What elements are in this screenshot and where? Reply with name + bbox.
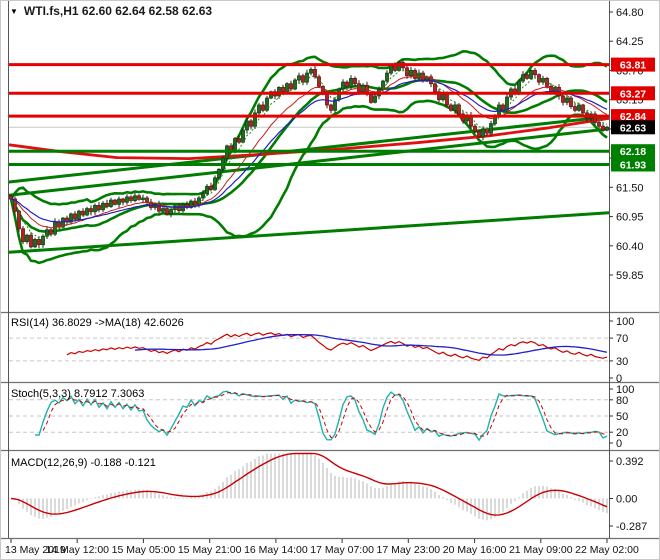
price-badge-62.84 (611, 109, 655, 124)
time-tick-label: 14 May 12:00 (45, 544, 109, 556)
price-badge-label: 62.84 (620, 111, 646, 123)
time-tick-label: 21 May 09:00 (509, 544, 573, 556)
price-tick-label: 60.40 (616, 241, 644, 253)
price-badge-label: 61.93 (620, 160, 646, 172)
price-badge-62.18 (611, 144, 655, 159)
time-tick-label: 15 May 21:00 (178, 544, 242, 556)
rsi-tick-label: 70 (616, 333, 628, 345)
rsi-tick-label: 0 (616, 373, 622, 385)
stoch-tick-label: 0 (616, 438, 622, 450)
price-badge-61.93 (611, 157, 655, 172)
macd-tick-label: -0.287 (616, 521, 647, 533)
symbol-dropdown-icon[interactable]: ▼ (10, 6, 18, 16)
price-tick-label: 60.95 (616, 212, 644, 224)
support-resistance-levels (9, 63, 609, 166)
time-axis (10, 539, 608, 543)
price-tick-label: 64.25 (616, 36, 644, 48)
fast-ma-overlays (10, 69, 608, 239)
price-badge-63.81 (611, 57, 655, 72)
ema-fast-green-dotted (10, 69, 608, 239)
chart-title-bar: ▼ WTI.fs,H1 62.60 62.64 62.58 62.63 (10, 4, 212, 18)
chart-title-text: WTI.fs,H1 62.60 62.64 62.58 62.63 (23, 4, 213, 18)
time-tick-label: 22 May 02:00 (575, 544, 639, 556)
ema-slow-blue (10, 79, 608, 223)
price-badge-label: 62.18 (620, 146, 646, 158)
macd-signal-line (10, 452, 608, 516)
price-badge-63.27 (611, 86, 655, 101)
stoch-d-line (42, 391, 608, 439)
rsi-pane (9, 332, 609, 362)
price-badge-label: 62.63 (620, 122, 646, 134)
stochastic-pane (9, 390, 609, 442)
pane-borders (1, 1, 659, 540)
bollinger-upper-band (9, 50, 608, 206)
time-tick-label: 17 May 23:00 (377, 544, 441, 556)
price-badge-label: 63.27 (620, 88, 646, 100)
macd-tick-label: 0.00 (616, 494, 637, 506)
trendline-1 (9, 211, 609, 254)
trendline-3 (9, 127, 609, 197)
time-tick-label: 15 May 05:00 (112, 544, 176, 556)
rsi-tick-label: 30 (616, 356, 628, 368)
stoch-tick-label: 20 (616, 427, 628, 439)
rsi-line (66, 332, 608, 361)
ema-mid-red (10, 75, 608, 229)
stoch-tick-label: 100 (616, 384, 634, 396)
rsi-tick-label: 100 (616, 316, 634, 328)
price-badge-label: 63.81 (620, 60, 646, 72)
price-badge-62.63 (611, 120, 655, 135)
stoch-tick-label: 50 (616, 411, 628, 423)
price-tick-label: 59.85 (616, 270, 644, 282)
time-tick-label: 17 May 07:00 (310, 544, 374, 556)
rsi-ma-line (134, 334, 608, 356)
macd-pane (10, 452, 608, 521)
time-tick-label: 13 May 2019 (5, 544, 66, 556)
price-badges: 63.81 63.27 62.84 62.18 61.93 62.63 (611, 57, 655, 172)
bollinger-lower-band (9, 99, 608, 265)
price-tick-label: 61.50 (616, 182, 644, 194)
macd-tick-label: 0.392 (616, 456, 644, 468)
stoch-tick-label: 80 (616, 395, 628, 407)
time-tick-label: 16 May 14:00 (244, 544, 308, 556)
price-tick-label: 64.80 (616, 7, 644, 19)
time-tick-label: 20 May 16:00 (443, 544, 507, 556)
main-price-pane (9, 50, 609, 265)
